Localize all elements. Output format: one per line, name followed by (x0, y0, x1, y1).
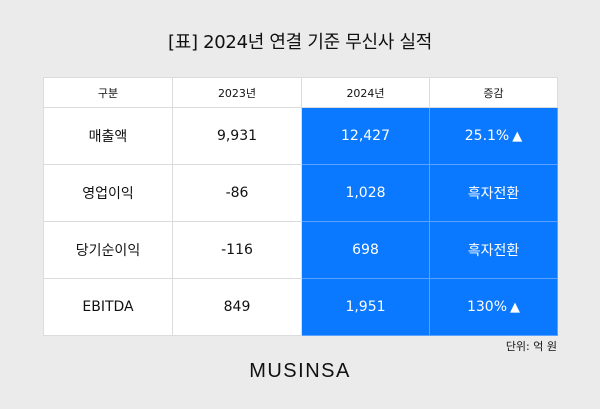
musinsa-logo: MUSINSA (249, 360, 351, 382)
change-cell: 흑자전환 (429, 221, 558, 279)
change-value: 흑자전환 (467, 243, 520, 259)
table-header-row: 구분 2023년 2024년 증감 (43, 77, 558, 108)
row-label: 영업이익 (43, 164, 173, 222)
page-title: [표] 2024년 연결 기준 무신사 실적 (167, 32, 433, 53)
unit-label: 단위: 억 원 (505, 340, 557, 353)
table-row: 매출액 9,931 12,427 25.1% ▲ (43, 107, 558, 165)
change-cell: 25.1% ▲ (429, 107, 558, 165)
up-triangle-icon: ▲ (510, 300, 521, 315)
value-2023: -116 (172, 221, 302, 279)
table-row: 당기순이익 -116 698 흑자전환 (43, 221, 558, 279)
up-triangle-icon: ▲ (512, 129, 523, 144)
change-cell: 흑자전환 (429, 164, 558, 222)
value-2023: 849 (172, 278, 302, 336)
header-2023: 2023년 (172, 77, 302, 108)
value-2024: 698 (301, 221, 430, 279)
row-label: EBITDA (43, 278, 173, 336)
change-cell: 130% ▲ (429, 278, 558, 336)
header-category: 구분 (43, 77, 173, 108)
value-2024: 1,951 (301, 278, 430, 336)
header-change: 증감 (429, 77, 558, 108)
value-2023: -86 (172, 164, 302, 222)
change-value: 25.1% (464, 128, 510, 144)
row-label: 당기순이익 (43, 221, 173, 279)
table-row: EBITDA 849 1,951 130% ▲ (43, 278, 558, 336)
value-2024: 1,028 (301, 164, 430, 222)
change-value: 흑자전환 (467, 186, 520, 202)
row-label: 매출액 (43, 107, 173, 165)
header-2024: 2024년 (301, 77, 430, 108)
value-2023: 9,931 (172, 107, 302, 165)
value-2024: 12,427 (301, 107, 430, 165)
table-row: 영업이익 -86 1,028 흑자전환 (43, 164, 558, 222)
change-value: 130% (466, 299, 508, 315)
financial-table: 구분 2023년 2024년 증감 매출액 9,931 12,427 25.1%… (43, 77, 558, 336)
